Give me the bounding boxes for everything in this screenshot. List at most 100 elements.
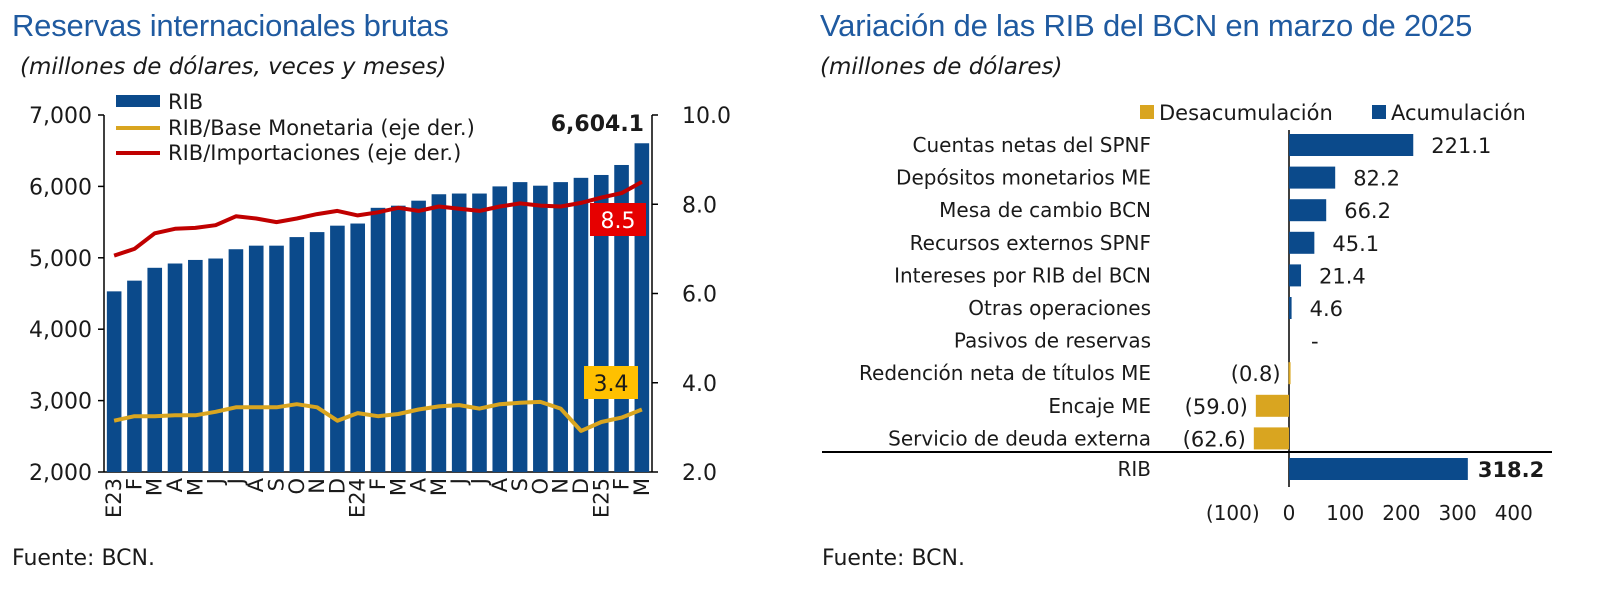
importaciones-value-label: 8.5 — [601, 209, 636, 234]
category-label: Otras operaciones — [968, 296, 1151, 320]
x-tick-label: A — [407, 477, 431, 492]
right-x-tick-label: 200 — [1382, 501, 1420, 525]
legend-base-label: RIB/Base Monetaria (eje der.) — [168, 116, 475, 140]
x-tick-label: N — [305, 478, 329, 494]
variation-bar — [1289, 231, 1315, 254]
base-monetaria-line — [113, 399, 643, 433]
rib-bar — [269, 245, 284, 472]
x-tick-label: J — [224, 478, 248, 486]
x-tick-label: M — [630, 478, 654, 496]
rib-bar — [512, 182, 528, 472]
variation-bar — [1289, 166, 1336, 189]
legend-acumulacion-label: Acumulación — [1391, 101, 1526, 125]
x-tick-label: F — [610, 478, 634, 490]
left-chart-source: Fuente: BCN. — [12, 546, 155, 571]
left-y-tick-label: 3,000 — [29, 390, 92, 415]
left-y-tick-label: 6,000 — [29, 175, 92, 200]
rib-bar — [228, 249, 244, 472]
bar-value-label: 221.1 — [1431, 134, 1491, 158]
rib-bar — [411, 200, 426, 472]
right-y-tick-label: 6.0 — [682, 283, 717, 308]
right-x-tick-label: 400 — [1495, 501, 1533, 525]
x-tick-label: F — [122, 478, 146, 490]
rib-bar — [106, 291, 122, 472]
x-tick-label: O — [285, 478, 309, 495]
x-tick-label: M — [143, 478, 167, 496]
rib-bar — [390, 205, 406, 473]
bar-value-label: 45.1 — [1332, 232, 1379, 256]
right-y-tick-label: 10.0 — [682, 104, 731, 129]
legend-desacumulacion-label: Desacumulación — [1159, 101, 1333, 125]
x-tick-label: A — [163, 477, 187, 492]
x-tick-label: S — [508, 478, 532, 491]
x-tick-label: A — [244, 477, 268, 492]
rib-total-bar — [1289, 458, 1468, 480]
right-x-tick-label: 300 — [1439, 501, 1477, 525]
rib-bar — [533, 185, 548, 472]
x-tick-label: D — [569, 478, 593, 494]
x-tick-label: F — [366, 478, 390, 490]
category-label: Cuentas netas del SPNF — [913, 133, 1152, 157]
right-chart-title: Variación de las RIB del BCN en marzo de… — [820, 8, 1473, 43]
category-label: Pasivos de reservas — [954, 329, 1151, 353]
category-label: Mesa de cambio BCN — [939, 198, 1151, 222]
variation-bar — [1288, 362, 1291, 385]
category-label: Intereses por RIB del BCN — [894, 263, 1151, 287]
rib-last-value-label: 6,604.1 — [551, 112, 644, 137]
x-tick-label: S — [265, 478, 289, 491]
rib-bar — [634, 143, 650, 472]
x-tick-label: D — [325, 478, 349, 494]
left-y-tick-label: 2,000 — [29, 461, 92, 486]
right-y-tick-label: 2.0 — [682, 461, 717, 486]
rib-bar — [127, 280, 142, 472]
rib-bar — [370, 207, 386, 472]
left-y-tick-label: 7,000 — [29, 104, 92, 129]
variation-bar — [1289, 134, 1414, 156]
bar-value-label: 21.4 — [1319, 264, 1366, 288]
rib-bar — [208, 258, 223, 472]
bar-value-label: (0.8) — [1231, 362, 1281, 386]
variation-bar — [1289, 297, 1292, 319]
category-label: RIB — [1117, 457, 1151, 481]
rib-bar — [167, 263, 183, 472]
bar-value-label: (59.0) — [1185, 395, 1248, 419]
right-x-tick-label: (100) — [1206, 501, 1260, 525]
x-tick-label: M — [386, 478, 410, 496]
variation-bar — [1253, 427, 1289, 450]
x-tick-label: J — [447, 478, 471, 486]
x-tick-label: A — [488, 477, 512, 492]
bar-value-label: (62.6) — [1183, 427, 1246, 451]
right-y-tick-label: 4.0 — [682, 372, 717, 397]
category-label: Redención neta de títulos ME — [859, 361, 1151, 385]
rib-bar — [330, 225, 345, 472]
legend-rib-swatch — [116, 95, 160, 107]
category-label: Recursos externos SPNF — [910, 231, 1151, 255]
x-tick-label: M — [183, 478, 207, 496]
rib-bar — [492, 186, 508, 472]
rib-bar — [553, 182, 568, 472]
x-tick-label: E24 — [346, 478, 370, 518]
x-tick-label: J — [204, 478, 228, 486]
legend-desacumulacion-swatch — [1140, 105, 1154, 119]
rib-bar — [350, 223, 366, 472]
base-value-label: 3.4 — [594, 372, 629, 397]
bar-value-label: 66.2 — [1344, 199, 1391, 223]
left-chart-subtitle: (millones de dólares, veces y meses) — [20, 54, 447, 80]
bar-value-label: - — [1311, 330, 1319, 354]
x-tick-label: O — [528, 478, 552, 495]
rib-bar — [431, 194, 447, 472]
rib-bar — [289, 237, 305, 472]
importaciones-value-box — [590, 203, 646, 236]
x-tick-label: E25 — [589, 478, 613, 518]
right-y-tick-label: 8.0 — [682, 193, 717, 218]
x-tick-label: N — [549, 478, 573, 494]
variation-bar — [1289, 199, 1327, 222]
right-x-tick-label: 0 — [1283, 501, 1296, 525]
right-chart-subtitle: (millones de dólares) — [820, 54, 1063, 80]
x-tick-label: E23 — [102, 478, 126, 518]
legend-rib-label: RIB — [168, 90, 203, 114]
base-value-box — [584, 366, 638, 399]
category-label: Depósitos monetarios ME — [896, 166, 1151, 190]
rib-bar — [147, 267, 163, 472]
